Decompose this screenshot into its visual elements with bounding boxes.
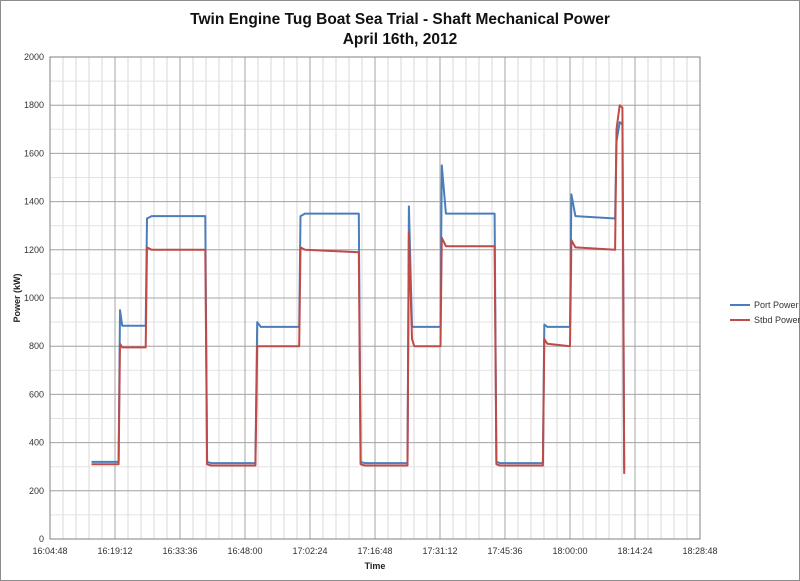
x-tick-label: 16:33:36: [162, 546, 197, 556]
x-tick-label: 18:28:48: [682, 546, 717, 556]
y-tick-label: 1000: [24, 293, 44, 303]
x-tick-label: 16:04:48: [32, 546, 67, 556]
legend-label: Stbd Power: [754, 315, 800, 325]
x-tick-label: 17:31:12: [422, 546, 457, 556]
y-tick-label: 2000: [24, 52, 44, 62]
legend: Port Power Stbd Power: [730, 300, 800, 325]
y-tick-label: 1800: [24, 100, 44, 110]
plot-area-border: [49, 56, 701, 540]
y-tick-label: 1400: [24, 197, 44, 207]
y-tick-label: 400: [29, 438, 44, 448]
y-tick-label: 0: [39, 534, 44, 544]
y-tick-label: 200: [29, 486, 44, 496]
chart-subtitle: April 16th, 2012: [342, 31, 458, 48]
legend-label: Port Power: [754, 300, 799, 310]
x-tick-label: 17:45:36: [487, 546, 522, 556]
x-tick-label: 16:19:12: [97, 546, 132, 556]
series-line-stbd-power: [91, 104, 626, 474]
major-gridlines: [49, 56, 701, 540]
y-axis-title: Power (kW): [12, 273, 22, 322]
y-tick-label: 800: [29, 341, 44, 351]
x-tick-label: 17:02:24: [292, 546, 327, 556]
series-lines: [91, 104, 626, 474]
x-axis-title: Time: [365, 561, 386, 571]
x-tick-label: 18:14:24: [617, 546, 652, 556]
x-tick-label: 18:00:00: [552, 546, 587, 556]
y-tick-label: 1200: [24, 245, 44, 255]
y-tick-label: 1600: [24, 148, 44, 158]
x-tick-labels: 16:04:48 16:19:12 16:33:36 16:48:00 17:02:24…: [32, 546, 717, 556]
y-tick-labels: 0 200 400 600 800 1000 1200 1400 1600 1800 2000: [24, 52, 44, 544]
x-tick-label: 16:48:00: [227, 546, 262, 556]
x-tick-label: 17:16:48: [357, 546, 392, 556]
y-tick-label: 600: [29, 389, 44, 399]
chart-title: Twin Engine Tug Boat Sea Trial - Shaft M…: [190, 11, 610, 28]
